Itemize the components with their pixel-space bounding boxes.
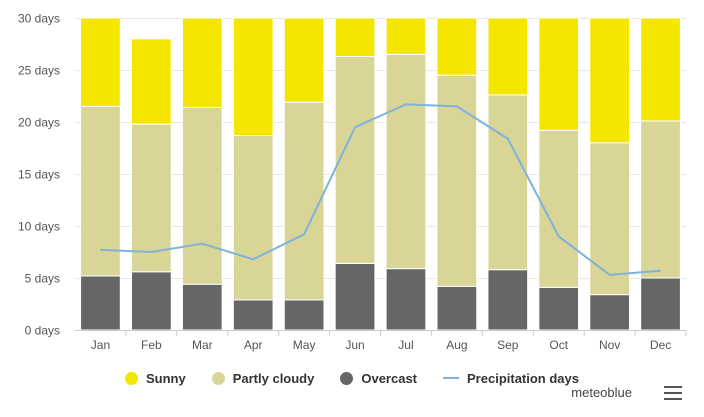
bar-sunny[interactable]: [436, 17, 478, 76]
y-tick-label: 30 days: [18, 12, 60, 26]
bar-partly-cloudy[interactable]: [232, 135, 274, 301]
x-tick-label: May: [293, 338, 316, 352]
bar-overcast[interactable]: [334, 262, 376, 331]
y-tick-label: 5 days: [25, 272, 60, 286]
bar-partly-cloudy[interactable]: [283, 101, 325, 301]
x-tick-label: Aug: [446, 338, 467, 352]
y-tick-label: 0 days: [25, 324, 60, 338]
x-axis: Jan Feb Mar Apr May Jun Jul Aug Sep Oct Nov Dec: [75, 330, 687, 352]
y-axis: 0 days 5 days 10 days 15 days 20 days 25 days…: [18, 12, 60, 338]
y-tick-label: 10 days: [18, 220, 60, 234]
x-tick-label: Jul: [398, 338, 413, 352]
bar-partly-cloudy[interactable]: [436, 74, 478, 287]
legend-overcast-marker: [340, 371, 354, 385]
bar-partly-cloudy[interactable]: [589, 142, 630, 296]
y-tick-label: 15 days: [18, 168, 60, 182]
x-tick-label: Apr: [244, 338, 263, 352]
bar-partly-cloudy[interactable]: [640, 120, 681, 279]
legend: Sunny Partly cloudy Overcast Precipitati…: [0, 367, 704, 389]
precipitation-line-layer: [100, 103, 661, 276]
legend-sunny-marker: [124, 371, 138, 385]
bar-sunny[interactable]: [589, 17, 630, 144]
legend-sunny-label: Sunny: [145, 370, 186, 386]
bar-overcast[interactable]: [232, 299, 274, 331]
bar-sunny[interactable]: [487, 17, 529, 96]
legend-precipitation-marker: [443, 377, 460, 379]
bar-overcast[interactable]: [283, 299, 325, 331]
x-tick-label: Oct: [549, 338, 568, 352]
legend-precipitation-label: Precipitation days: [467, 370, 579, 386]
bar-overcast[interactable]: [436, 285, 478, 331]
x-tick-label: Sep: [497, 338, 519, 352]
x-tick-label: Jun: [345, 338, 364, 352]
bar-sunny[interactable]: [640, 17, 681, 122]
bar-sunny[interactable]: [232, 17, 274, 137]
bar-sunny[interactable]: [181, 17, 223, 108]
x-tick-label: Feb: [141, 338, 162, 352]
bar-overcast[interactable]: [181, 283, 223, 331]
x-tick-label: Nov: [599, 338, 620, 352]
bar-partly-cloudy[interactable]: [334, 55, 376, 264]
bar-overcast[interactable]: [538, 286, 580, 331]
bar-overcast[interactable]: [80, 275, 121, 331]
y-tick-label: 20 days: [18, 116, 60, 130]
hamburger-menu-icon[interactable]: [664, 386, 682, 400]
bar-partly-cloudy[interactable]: [80, 105, 121, 277]
meteoblue-credit[interactable]: meteoblue: [571, 385, 632, 400]
stacked-bar-chart: 0 days 5 days 10 days 15 days 20 days 25 days…: [18, 12, 687, 352]
x-tick-label: Dec: [650, 338, 671, 352]
bar-partly-cloudy[interactable]: [181, 106, 223, 285]
bar-sunny[interactable]: [283, 17, 325, 103]
bar-overcast[interactable]: [131, 271, 172, 331]
bar-partly-cloudy[interactable]: [385, 53, 427, 270]
legend-item-partly-cloudy[interactable]: Partly cloudy: [211, 370, 315, 386]
x-tick-label: Jan: [91, 338, 110, 352]
legend-item-overcast[interactable]: Overcast: [340, 371, 417, 386]
precipitation-line[interactable]: [100, 103, 661, 276]
legend-item-sunny[interactable]: Sunny: [124, 370, 186, 386]
bar-sunny[interactable]: [538, 17, 580, 131]
bar-overcast[interactable]: [385, 268, 427, 331]
legend-partly-cloudy-marker: [211, 371, 225, 385]
bar-overcast[interactable]: [589, 294, 630, 331]
bar-sunny[interactable]: [80, 17, 121, 107]
bar-partly-cloudy[interactable]: [538, 129, 580, 288]
legend-item-precipitation[interactable]: Precipitation days: [443, 371, 579, 386]
y-tick-label: 25 days: [18, 64, 60, 78]
bar-sunny[interactable]: [385, 17, 427, 55]
bar-partly-cloudy[interactable]: [131, 123, 172, 273]
bar-sunny[interactable]: [334, 17, 376, 57]
bar-sunny[interactable]: [131, 38, 172, 125]
grid-lines: [75, 18, 686, 331]
bar-overcast[interactable]: [640, 277, 681, 331]
bar-overcast[interactable]: [487, 269, 529, 331]
bars: [80, 17, 681, 331]
bar-partly-cloudy[interactable]: [487, 94, 529, 271]
legend-partly-cloudy-label: Partly cloudy: [232, 370, 315, 386]
x-tick-label: Mar: [192, 338, 213, 352]
legend-overcast-label: Overcast: [361, 370, 418, 386]
